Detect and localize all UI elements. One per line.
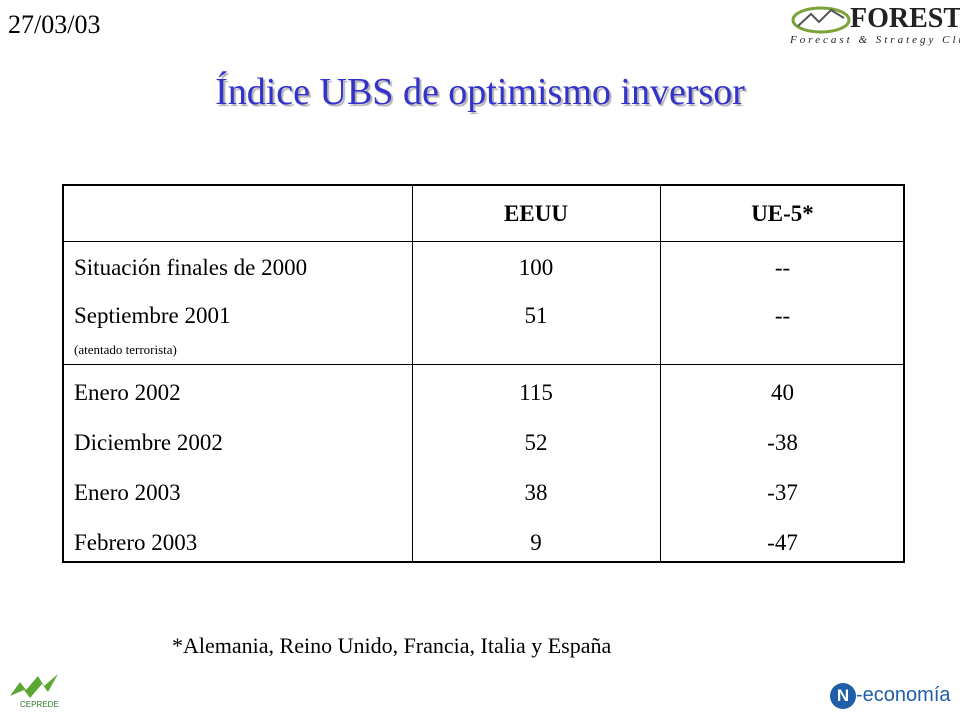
row-label: Febrero 2003 bbox=[74, 530, 198, 555]
data-table: EEUU UE-5* Situación finales de 2000 100 -- S… bbox=[62, 184, 905, 563]
table-cell: -38 bbox=[767, 430, 798, 455]
row-divider bbox=[64, 241, 903, 242]
slide-title: Índice UBS de optimismo inversor bbox=[215, 71, 745, 113]
ceprede-logo: CEPREDE bbox=[20, 700, 59, 709]
column-divider bbox=[412, 186, 413, 561]
neconomia-mark: N bbox=[830, 683, 856, 709]
table-cell: -47 bbox=[767, 530, 798, 555]
neconomia-logo: -economía bbox=[856, 684, 951, 706]
column-header: EEUU bbox=[504, 201, 568, 226]
table-cell: 9 bbox=[530, 530, 542, 555]
table-cell: 40 bbox=[771, 380, 794, 405]
table-cell: 100 bbox=[518, 255, 554, 280]
row-note: (atentado terrorista) bbox=[74, 342, 177, 357]
date: 27/03/03 bbox=[8, 10, 101, 39]
ceprede-mark bbox=[10, 674, 58, 698]
table-cell: 115 bbox=[519, 380, 553, 405]
row-label: Diciembre 2002 bbox=[74, 430, 223, 455]
column-header: UE-5* bbox=[751, 201, 814, 226]
forest-tagline: Forecast & Strategy Club bbox=[790, 34, 960, 46]
table-cell: 38 bbox=[524, 480, 548, 505]
row-label: Situación finales de 2000 bbox=[74, 255, 308, 280]
table-cell: -37 bbox=[767, 480, 798, 505]
row-label: Septiembre 2001 bbox=[74, 303, 231, 328]
row-label: Enero 2002 bbox=[74, 380, 181, 405]
column-divider bbox=[660, 186, 661, 561]
table-cell: 51 bbox=[524, 303, 548, 328]
table-cell: -- bbox=[774, 303, 791, 328]
footnote: *Alemania, Reino Unido, Francia, Italia … bbox=[172, 633, 612, 658]
forest-logo: FOREST bbox=[850, 3, 960, 34]
forest-globe bbox=[791, 6, 851, 34]
table-cell: 52 bbox=[524, 430, 548, 455]
row-label: Enero 2003 bbox=[74, 480, 181, 505]
table-cell: -- bbox=[774, 255, 791, 280]
row-divider bbox=[64, 364, 903, 365]
